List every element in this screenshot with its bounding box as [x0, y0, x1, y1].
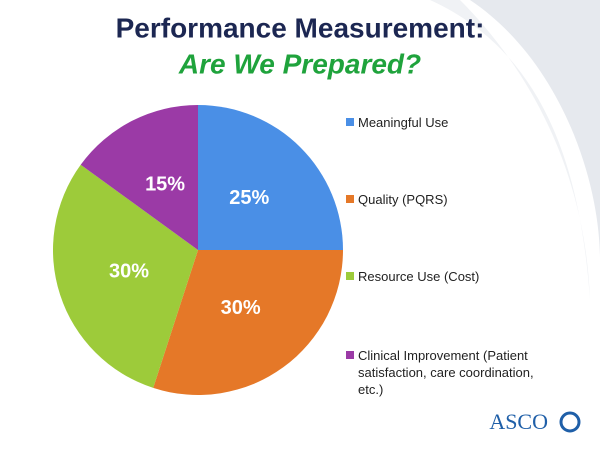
legend-label: Quality (PQRS) [358, 192, 448, 207]
legend-label: Resource Use (Cost) [358, 269, 480, 284]
legend-label: Clinical Improvement (Patient satisfacti… [358, 348, 534, 397]
data-label: 25% [229, 187, 269, 209]
pie-slice [198, 105, 343, 250]
logo: ASCO [489, 409, 548, 434]
legend-item: Resource Use (Cost) [346, 268, 546, 285]
legend-swatch [346, 272, 354, 280]
legend-item: Quality (PQRS) [346, 191, 546, 208]
chart-subtitle: Are We Prepared? [178, 48, 421, 79]
legend-swatch [346, 118, 354, 126]
data-label: 15% [145, 174, 185, 196]
legend-swatch [346, 351, 354, 359]
pie-slice [52, 164, 199, 388]
data-label: 30% [109, 261, 149, 283]
legend-item: Meaningful Use [346, 114, 546, 131]
pie-slice [80, 105, 198, 250]
pie-slice [153, 250, 343, 395]
background-swoosh [470, 0, 600, 260]
legend-label: Meaningful Use [358, 115, 449, 130]
legend-item: Clinical Improvement (Patient satisfacti… [346, 347, 546, 398]
chart-title: Performance Measurement: [116, 12, 485, 43]
legend-swatch [346, 195, 354, 203]
data-label: 30% [221, 297, 261, 319]
logo-mark [559, 411, 581, 433]
